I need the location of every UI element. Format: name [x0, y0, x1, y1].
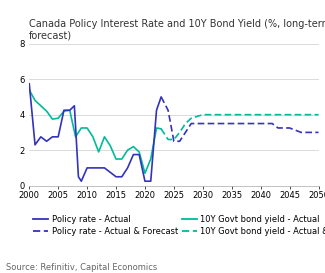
Legend: Policy rate - Actual, Policy rate - Actual & Forecast, 10Y Govt bond yield - Act: Policy rate - Actual, Policy rate - Actu…: [33, 215, 325, 236]
Text: Canada Policy Interest Rate and 10Y Bond Yield (%, long-term
forecast): Canada Policy Interest Rate and 10Y Bond…: [29, 19, 325, 40]
Text: Source: Refinitiv, Capital Economics: Source: Refinitiv, Capital Economics: [6, 263, 158, 272]
